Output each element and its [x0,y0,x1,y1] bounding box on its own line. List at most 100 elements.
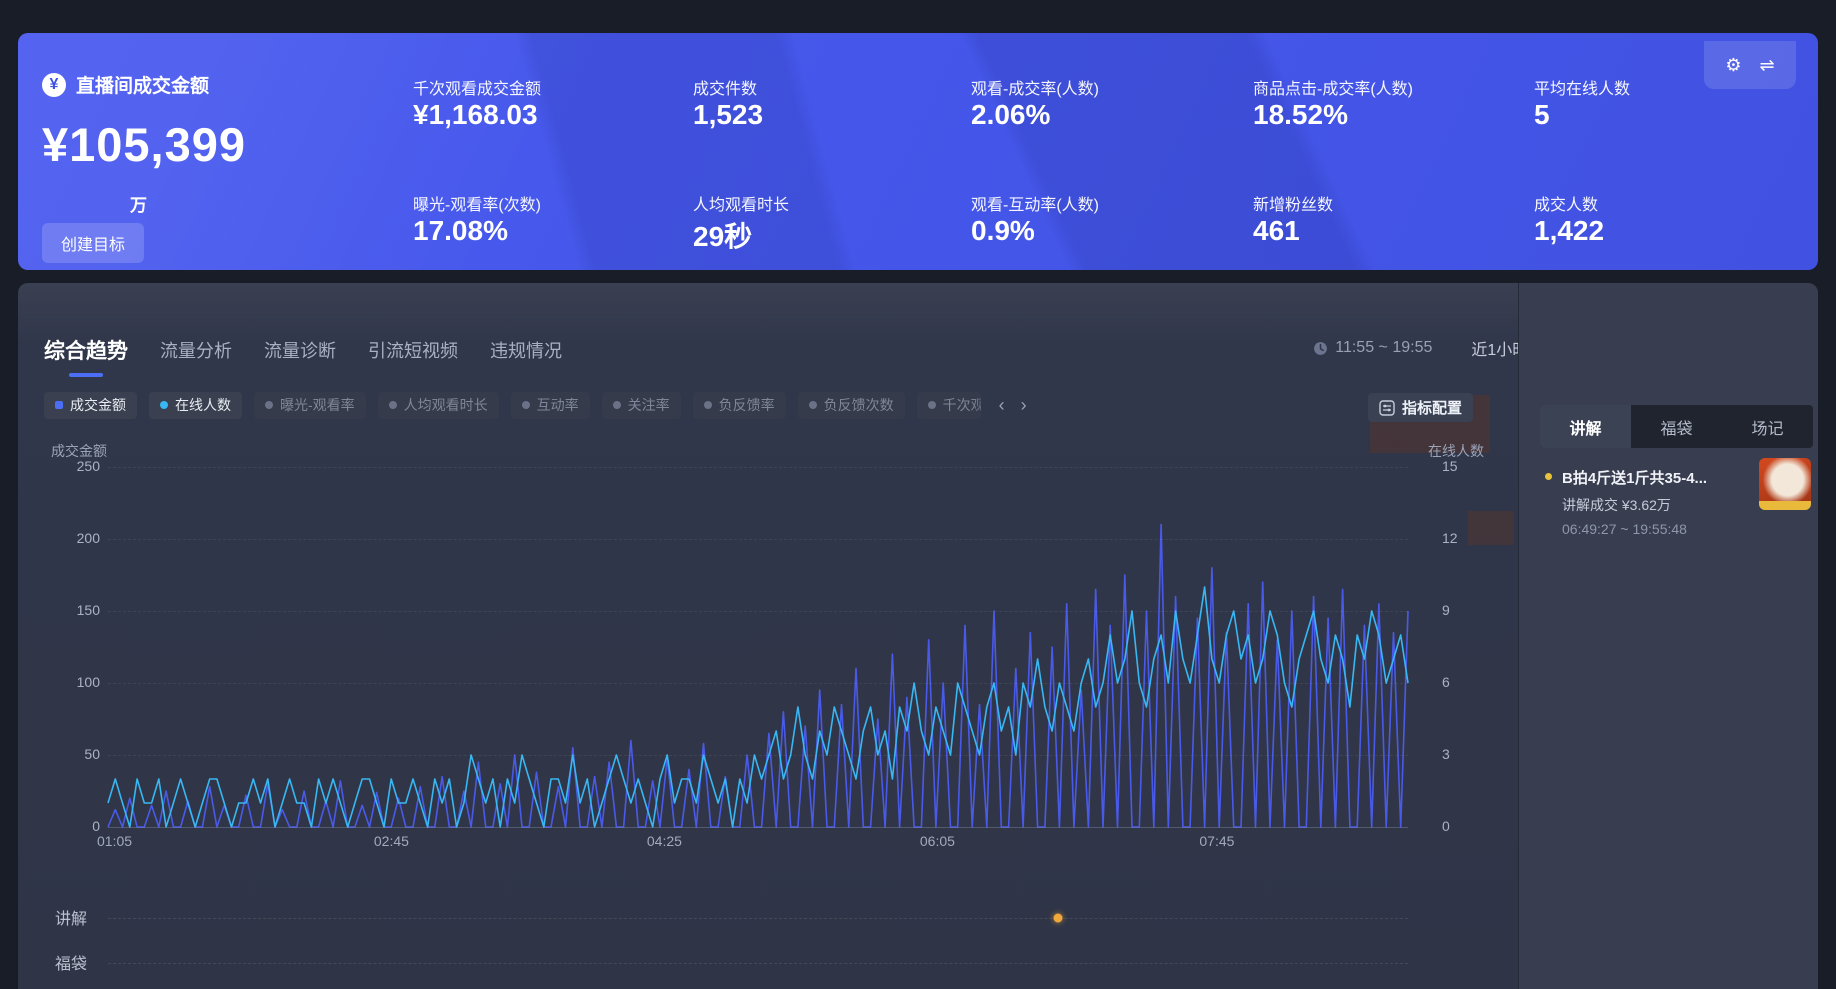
metric-value: 17.08% [413,215,508,246]
left-axis-tick: 200 [76,530,100,546]
metric-label: 千次观看成交金额 [413,81,542,98]
track-line-福袋 [108,963,1408,964]
right-axis-tick: 3 [1442,746,1450,762]
trend-chart-plot[interactable] [107,467,1409,828]
legend-marker [703,401,712,409]
sidebar-tab-福袋[interactable]: 福袋 [1660,420,1693,438]
legend-chip-label: 负反馈率 [718,397,775,413]
left-axis-tick: 100 [76,674,100,690]
legend-chip-负反馈次数[interactable]: 负反馈次数 [797,391,905,419]
gridline [108,827,1408,828]
legend-marker [388,401,397,409]
legend-chip-负反馈率[interactable]: 负反馈率 [692,391,786,419]
right-axis-tick: 12 [1442,530,1458,546]
metric-config-button[interactable]: 指标配置 [1368,393,1474,422]
legend-chip-曝光-观看率[interactable]: 曝光-观看率 [254,391,366,419]
metric-value: 18.52% [1253,99,1348,130]
time-range-text: 11:55 ~ 19:55 [1335,339,1433,356]
metric-label: 商品点击-成交率(人数) [1253,81,1413,98]
tab-流量分析[interactable]: 流量分析 [160,341,232,361]
primary-metric-unit: 万 [130,196,147,215]
legend-chip-label: 负反馈次数 [823,397,894,413]
compression-artifact [1468,511,1514,545]
swap-view-icon[interactable]: ⇌ [1759,54,1775,75]
metric-value: 0.9% [971,215,1035,246]
legend-marker [927,401,936,409]
legend-marker [265,401,273,409]
legend-chip-千次观看[interactable]: 千次观看 [916,391,981,419]
tab-引流短视频[interactable]: 引流短视频 [368,341,458,361]
metric-label: 曝光-观看率(次数) [413,197,541,214]
metric-value: 2.06% [971,99,1051,130]
tab-综合趋势[interactable]: 综合趋势 [44,335,128,365]
explain-item-title[interactable]: B拍4斤送1斤共35-4... [1562,470,1708,487]
tab-违规情况[interactable]: 违规情况 [490,341,562,361]
legend-chip-label: 互动率 [536,397,579,413]
legend-chip-label: 千次观看 [942,397,981,413]
left-axis-tick: 250 [76,458,100,474]
x-axis-tick: 07:45 [1199,833,1235,849]
trend-tabs: 综合趋势 流量分析 流量诊断 引流短视频 违规情况 [44,327,562,373]
sidebar-tab-讲解[interactable]: 讲解 [1540,405,1631,448]
gridline [108,755,1408,756]
metric-label: 新增粉丝数 [1253,197,1334,214]
legend-chip-label: 人均观看时长 [403,397,488,413]
yen-circle-icon: ¥ [42,72,66,97]
explain-item-deal: 讲解成交 ¥3.62万 [1562,497,1671,513]
legend-chip-在线人数[interactable]: 在线人数 [149,391,242,419]
metric-config-label: 指标配置 [1402,400,1463,417]
sidebar-tab-场记[interactable]: 场记 [1751,420,1784,438]
metric-value: 29秒 [693,221,753,252]
right-axis-tick: 6 [1442,674,1450,690]
right-axis-tick: 15 [1442,458,1458,474]
series-line-在线人数 [107,586,1409,828]
banner-background-pattern [18,33,1818,270]
primary-metric-value: ¥105,399 [42,118,247,171]
product-thumbnail[interactable] [1759,458,1811,510]
讲解-event-dot[interactable] [1053,913,1063,923]
legend-chip-人均观看时长[interactable]: 人均观看时长 [377,391,499,419]
chips-prev-icon[interactable]: ‹ [998,395,1005,415]
metric-value: 1,422 [1534,215,1605,246]
range-button-近1小时[interactable]: 近1小时 [1458,328,1541,368]
legend-marker [160,401,168,409]
sliders-icon [1379,399,1395,416]
events-sidebar: 讲解 福袋 场记 B拍4斤送1斤共35-4... 讲解成交 ¥3.62万 06:49… [1518,283,1818,989]
sidebar-tabs: 讲解 福袋 场记 [1540,405,1813,448]
gridline [108,611,1408,612]
legend-chip-互动率[interactable]: 互动率 [510,391,590,419]
chart-series-canvas [107,523,1409,828]
metric-label: 观看-成交率(人数) [971,81,1099,98]
metric-label: 观看-互动率(人数) [971,197,1099,214]
metrics-banner: ¥ 直播间成交金额 ¥105,399 万 创建目标 千次观看成交金额 ¥1,16… [18,33,1818,270]
create-goal-button[interactable]: 创建目标 [42,223,144,263]
legend-chip-成交金额[interactable]: 成交金额 [44,391,137,419]
metric-label: 成交人数 [1534,197,1599,214]
left-axis-tick: 50 [84,746,100,762]
item-bullet-dot [1545,473,1552,480]
gridline [108,539,1408,540]
right-axis-title: 在线人数 [1428,443,1484,459]
series-line-成交金额 [107,523,1409,828]
track-label-讲解: 讲解 [55,911,88,928]
x-axis-tick: 01:05 [96,833,133,849]
legend-chip-label: 关注率 [627,397,670,413]
tab-流量诊断[interactable]: 流量诊断 [264,341,336,361]
settings-gear-icon[interactable]: ⚙ [1725,54,1742,75]
chips-next-icon[interactable]: › [1020,395,1027,415]
metric-value: 461 [1253,215,1300,246]
right-axis-tick: 9 [1442,602,1450,618]
clock-icon [1314,341,1328,355]
legend-marker [808,401,817,409]
legend-chip-关注率[interactable]: 关注率 [601,391,681,419]
explain-item-time: 06:49:27 ~ 19:55:48 [1562,521,1687,537]
gridline [108,683,1408,684]
x-axis-tick: 04:25 [646,833,682,849]
left-axis-title: 成交金额 [51,443,107,459]
right-axis-tick: 0 [1442,818,1450,834]
x-axis-tick: 02:45 [373,833,409,849]
metric-label: 平均在线人数 [1534,81,1631,98]
primary-metric-title: 直播间成交金额 [76,76,210,97]
gridline [108,467,1408,468]
legend-chip-label: 曝光-观看率 [280,397,355,413]
